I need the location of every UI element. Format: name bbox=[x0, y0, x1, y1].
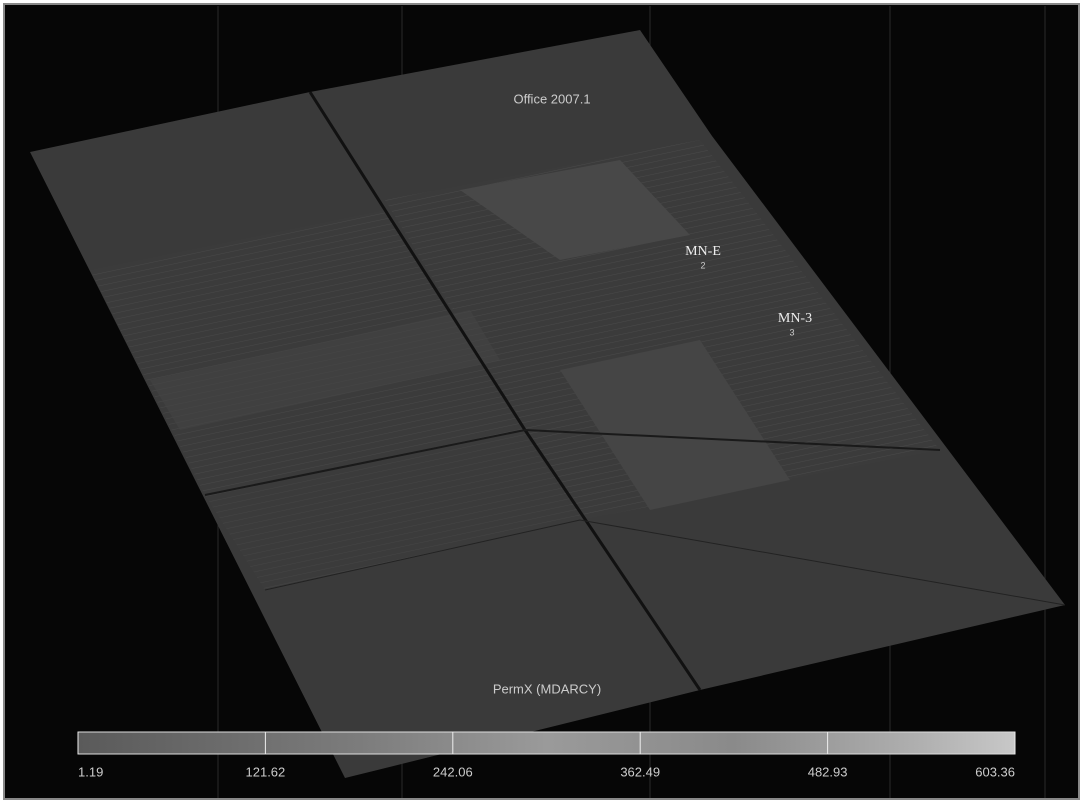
colorbar bbox=[78, 732, 1015, 754]
tick-label: 603.36 bbox=[975, 764, 1015, 779]
tick-label: 121.62 bbox=[246, 764, 286, 779]
tick-label: 482.93 bbox=[808, 764, 848, 779]
colorbar-label: PermX (MDARCY) bbox=[493, 681, 601, 696]
tick-label: 1.19 bbox=[78, 764, 103, 779]
well-number: 2 bbox=[700, 260, 705, 270]
tick-label: 242.06 bbox=[433, 764, 473, 779]
model-title: Office 2007.1 bbox=[513, 91, 590, 106]
viewer: Office 2007.1 MN-E 2 MN-3 3 PermX (MDARC… bbox=[0, 0, 1083, 803]
well-number: 3 bbox=[789, 327, 794, 337]
tick-label: 362.49 bbox=[620, 764, 660, 779]
well-label: MN-3 bbox=[778, 311, 812, 326]
well-label: MN-E bbox=[685, 244, 721, 259]
page: Office 2007.1 MN-E 2 MN-3 3 PermX (MDARC… bbox=[0, 0, 1083, 803]
